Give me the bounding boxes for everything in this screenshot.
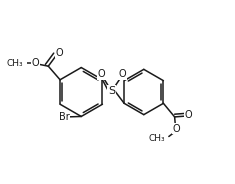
Text: O: O xyxy=(55,48,63,58)
Text: O: O xyxy=(98,69,105,79)
Text: CH₃: CH₃ xyxy=(148,134,165,143)
Text: O: O xyxy=(119,69,126,79)
Text: O: O xyxy=(32,58,39,68)
Text: CH₃: CH₃ xyxy=(7,59,24,68)
Text: O: O xyxy=(173,124,180,134)
Text: Br: Br xyxy=(59,112,69,122)
Text: O: O xyxy=(184,109,192,120)
Text: S: S xyxy=(108,86,115,96)
